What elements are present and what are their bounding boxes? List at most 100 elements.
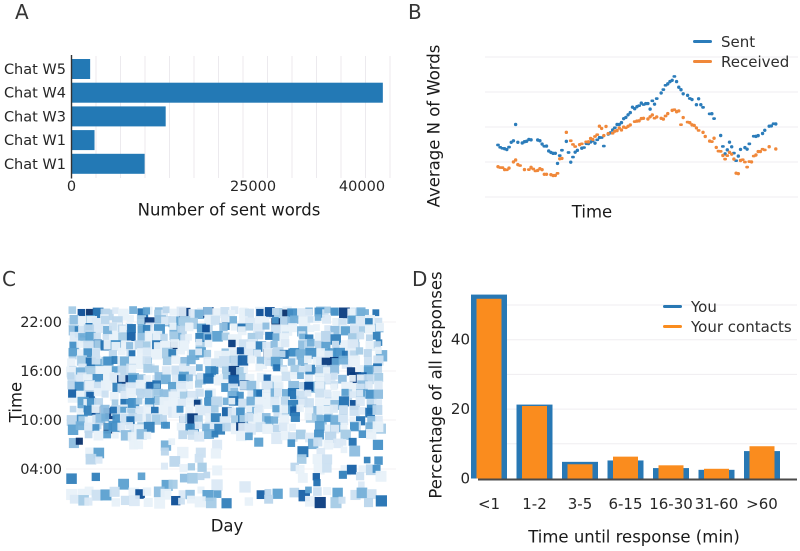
heatmap-cell [272, 488, 283, 499]
heatmap-cell [75, 374, 86, 385]
heatmap-cell [330, 424, 340, 434]
heatmap-cell [127, 324, 136, 333]
heatmap-cell [244, 348, 254, 358]
heatmap-cell [373, 366, 383, 375]
heatmap-cell [137, 333, 147, 342]
heatmap-cell [264, 416, 274, 426]
heatmap-cell [330, 307, 339, 316]
heatmap-cell [340, 446, 348, 454]
heatmap-cell [288, 423, 296, 432]
data-dot [696, 97, 701, 101]
heatmap-cell [324, 350, 333, 359]
heatmap-cell [66, 366, 77, 378]
heatmap-cell [365, 464, 377, 476]
heatmap-cell [160, 333, 168, 342]
heatmap-cell [86, 397, 97, 408]
heatmap-cell [142, 307, 151, 315]
heatmap-cell [355, 472, 365, 481]
heatmap-cell [323, 487, 332, 496]
heatmap-cell [287, 358, 296, 366]
heatmap-cell [331, 358, 340, 366]
heatmap-cell [256, 372, 267, 383]
data-dot [727, 140, 732, 144]
data-dot [555, 161, 560, 166]
heatmap-cell [219, 322, 228, 332]
heatmap-cell [305, 486, 312, 494]
heatmap-cell [254, 404, 263, 413]
heatmap-cell [151, 406, 159, 415]
bar-contacts-1-2 [522, 405, 547, 479]
heatmap-cell [95, 413, 106, 424]
heatmap-cell [203, 306, 213, 317]
heatmap-cell [245, 323, 254, 331]
heatmap-cell [111, 356, 120, 364]
heatmap-cell [222, 422, 231, 432]
data-dot [599, 126, 604, 131]
heatmap-cell [68, 389, 77, 398]
legend-label-received: Received [721, 52, 790, 71]
panel-d-xlabel: Time until response (min) [528, 527, 740, 547]
category-label: Chat W3 [4, 109, 66, 125]
heatmap-cell [142, 325, 151, 333]
heatmap-cell [307, 438, 319, 450]
heatmap-cell [92, 424, 100, 432]
heatmap-cell [356, 389, 364, 397]
heatmap-cell [314, 429, 324, 440]
heatmap-cell [315, 388, 325, 398]
heatmap-cell [168, 438, 176, 446]
heatmap-cell [324, 414, 332, 422]
data-dot [754, 153, 758, 157]
heatmap-cell [194, 309, 205, 320]
data-dot [703, 134, 707, 139]
heatmap-cell [290, 364, 301, 376]
data-dot [624, 115, 628, 120]
heatmap-cell [296, 454, 307, 464]
heatmap-cell [144, 317, 155, 328]
heatmap-cell [169, 308, 177, 316]
heatmap-cell [101, 390, 109, 398]
data-dot [694, 126, 699, 130]
heatmap-cell [231, 415, 241, 426]
data-dot [736, 171, 741, 176]
heatmap-cell [298, 366, 306, 374]
data-dash [654, 97, 659, 100]
heatmap-cell [118, 332, 130, 344]
heatmap-cell [374, 456, 383, 465]
data-dot [732, 157, 736, 161]
heatmap-cell [94, 323, 104, 334]
heatmap-cell [66, 415, 78, 426]
heatmap-cell [356, 416, 366, 426]
data-dash [743, 160, 747, 164]
heatmap-cell [375, 322, 384, 332]
heatmap-cell [159, 415, 167, 423]
bar-contacts-31-60 [704, 468, 729, 479]
heatmap-cell [103, 356, 114, 367]
heatmap-cell [160, 447, 169, 456]
heatmap-cell [246, 380, 257, 391]
heatmap-cell [211, 405, 219, 413]
heatmap-cell [366, 429, 377, 440]
heatmap-cell [363, 374, 374, 385]
x-tick-label: <1 [478, 495, 500, 513]
heatmap-cell [239, 481, 251, 493]
heatmap-cell [211, 396, 223, 407]
data-dot [760, 131, 765, 136]
data-dash [762, 148, 767, 152]
heatmap-cell [358, 326, 366, 333]
heatmap-cell [298, 340, 309, 351]
heatmap-cell [91, 404, 100, 413]
heatmap-cell [152, 330, 163, 341]
heatmap-cell [179, 391, 188, 400]
heatmap-cell [179, 464, 188, 473]
heatmap-cell [91, 489, 103, 501]
heatmap-cell [153, 486, 165, 498]
heatmap-cell [314, 314, 322, 321]
panel-b-ylabel: Average N of Words [424, 44, 444, 208]
heatmap-cell [256, 356, 265, 365]
data-dot [736, 154, 741, 158]
heatmap-cell [77, 308, 86, 317]
heatmap-cell [152, 388, 164, 400]
heatmap-cell [262, 341, 273, 352]
heatmap-cell [178, 430, 188, 440]
